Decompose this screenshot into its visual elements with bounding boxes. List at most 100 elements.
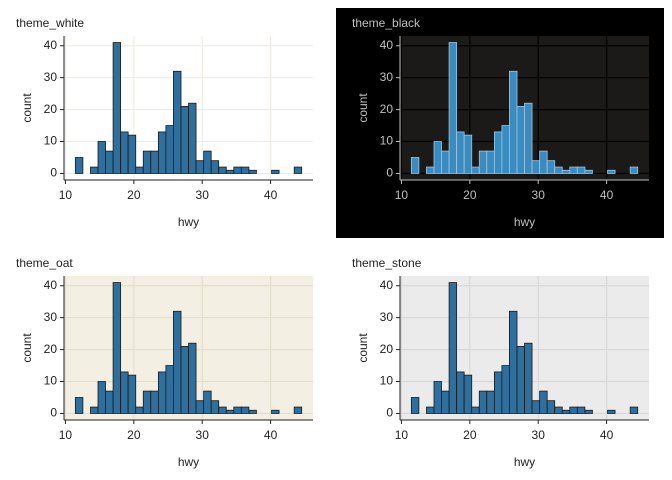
bar <box>74 157 84 174</box>
bar <box>120 131 129 174</box>
x-tick-label: 10 <box>395 188 409 202</box>
x-tick-label: 30 <box>532 188 546 202</box>
y-tick-label: 0 <box>386 406 393 420</box>
bar <box>554 406 563 414</box>
bar <box>607 169 616 174</box>
y-tick-label: 40 <box>44 278 58 292</box>
bar <box>433 141 442 174</box>
chart-title: theme_white <box>16 16 84 30</box>
bar <box>127 374 137 414</box>
bar <box>293 406 303 414</box>
x-tick-label: 30 <box>196 428 210 442</box>
x-axis-label: hwy <box>178 455 199 469</box>
bar <box>271 169 280 174</box>
bar <box>501 365 510 414</box>
bar <box>584 409 593 414</box>
bar <box>426 166 435 174</box>
bar <box>441 150 450 174</box>
x-tick-label: 20 <box>127 428 141 442</box>
bar <box>478 390 488 414</box>
bar <box>501 125 510 174</box>
y-axis-label: count <box>20 93 34 123</box>
bar <box>210 400 220 414</box>
bar <box>463 134 473 174</box>
y-axis-label: count <box>356 333 370 363</box>
x-tick-label: 20 <box>463 188 477 202</box>
x-tick-label: 40 <box>600 188 614 202</box>
bar <box>150 390 159 414</box>
x-tick-label: 10 <box>59 188 73 202</box>
bar <box>629 166 639 174</box>
bar <box>569 406 578 414</box>
bar <box>441 390 450 414</box>
bar <box>120 371 129 414</box>
bar <box>135 406 144 414</box>
y-tick-label: 20 <box>380 102 394 116</box>
bar <box>150 150 159 174</box>
bar <box>195 160 205 174</box>
bar <box>493 371 503 414</box>
x-axis-label: hwy <box>514 455 535 469</box>
y-tick-label: 30 <box>44 310 58 324</box>
y-tick-label: 30 <box>380 70 394 84</box>
bar <box>165 125 174 174</box>
bar <box>456 131 465 174</box>
x-tick-label: 30 <box>532 428 546 442</box>
bar <box>471 406 480 414</box>
bar <box>539 150 548 174</box>
bar <box>554 166 563 174</box>
chart-title: theme_stone <box>352 256 422 270</box>
chart-title: theme_black <box>352 16 421 30</box>
x-tick-label: 40 <box>264 188 278 202</box>
bar <box>546 400 556 414</box>
bar <box>248 409 257 414</box>
y-tick-label: 40 <box>380 278 394 292</box>
bar <box>180 106 189 174</box>
bar <box>203 390 212 414</box>
y-tick-label: 0 <box>50 166 57 180</box>
bar <box>524 102 533 174</box>
bar <box>225 169 235 174</box>
bar <box>531 160 541 174</box>
bar <box>516 346 525 414</box>
bar <box>493 131 503 174</box>
y-tick-label: 30 <box>380 310 394 324</box>
bar <box>112 42 122 174</box>
bar <box>180 346 189 414</box>
bar <box>127 134 137 174</box>
bar <box>90 406 99 414</box>
bar <box>157 371 167 414</box>
y-tick-label: 10 <box>44 374 58 388</box>
y-axis-label: count <box>356 93 370 123</box>
bar <box>157 131 167 174</box>
x-axis-label: hwy <box>178 215 199 229</box>
bar <box>426 406 435 414</box>
x-tick-label: 20 <box>127 188 141 202</box>
x-tick-label: 40 <box>600 428 614 442</box>
bar <box>524 342 533 414</box>
bar <box>531 400 541 414</box>
bar <box>576 406 586 414</box>
bar <box>240 406 250 414</box>
y-tick-label: 40 <box>44 38 58 52</box>
bar <box>218 166 227 174</box>
bar <box>240 166 250 174</box>
y-tick-label: 40 <box>380 38 394 52</box>
y-tick-label: 20 <box>44 102 58 116</box>
bar <box>410 397 420 414</box>
y-tick-label: 10 <box>380 374 394 388</box>
bar <box>97 141 106 174</box>
bar <box>142 390 152 414</box>
bar <box>105 390 114 414</box>
bar <box>293 166 303 174</box>
bar <box>509 310 518 414</box>
y-tick-label: 10 <box>44 134 58 148</box>
x-tick-label: 20 <box>463 428 477 442</box>
bar <box>486 150 495 174</box>
y-tick-label: 20 <box>380 342 394 356</box>
x-tick-label: 40 <box>264 428 278 442</box>
chart-title: theme_oat <box>16 256 73 270</box>
